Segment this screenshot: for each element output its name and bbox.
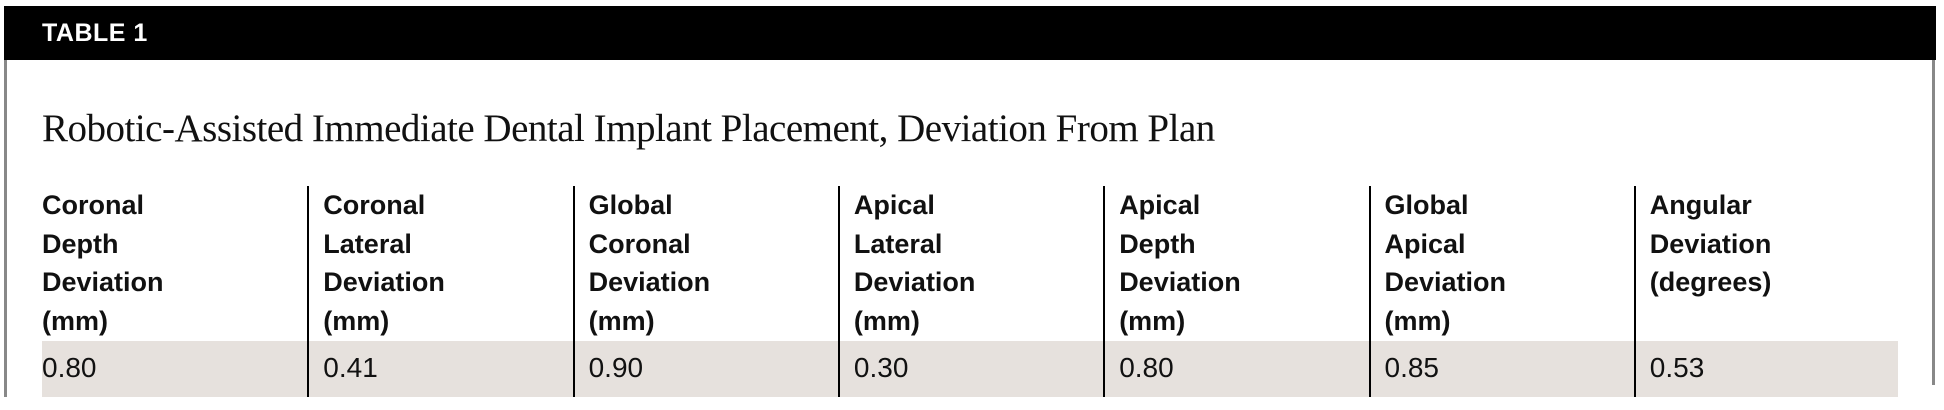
column-header: Global Coronal Deviation (mm): [588, 190, 711, 336]
table-cell: 0.30: [853, 352, 909, 383]
table-column: Apical Depth Deviation (mm) 0.80: [1103, 186, 1370, 397]
table-column: Angular Deviation (degrees) 0.53: [1633, 186, 1901, 397]
column-header: Apical Lateral Deviation (mm): [853, 190, 976, 336]
table-column: Global Apical Deviation (mm) 0.85: [1368, 186, 1636, 397]
table-label: TABLE 1: [42, 19, 148, 47]
right-border: [1932, 60, 1935, 385]
column-header: Apical Depth Deviation (mm): [1119, 190, 1241, 336]
column-header: Coronal Depth Deviation (mm): [42, 190, 164, 336]
table-label-bar: TABLE 1: [4, 6, 1936, 60]
table-cell: 0.80: [1119, 352, 1174, 383]
table-cell: 0.90: [588, 352, 644, 383]
column-header: Coronal Lateral Deviation (mm): [323, 190, 445, 336]
table-column: Apical Lateral Deviation (mm) 0.30: [837, 186, 1105, 397]
table-cell: 0.85: [1384, 352, 1440, 383]
table-cell: 0.41: [323, 352, 378, 383]
column-header: Angular Deviation (degrees): [1649, 190, 1772, 297]
table-column: Coronal Lateral Deviation (mm) 0.41: [307, 186, 574, 397]
left-border: [4, 60, 7, 397]
column-header: Global Apical Deviation (mm): [1384, 190, 1507, 336]
table-column: Coronal Depth Deviation (mm) 0.80: [42, 186, 307, 397]
data-table: Coronal Depth Deviation (mm) 0.80 Coronal …: [42, 186, 1898, 397]
table-cell: 0.80: [42, 352, 97, 383]
table-column: Global Coronal Deviation (mm) 0.90: [572, 186, 840, 397]
table-cell: 0.53: [1649, 352, 1705, 383]
table-row: [42, 341, 1898, 397]
table-title: Robotic-Assisted Immediate Dental Implan…: [42, 107, 1215, 150]
